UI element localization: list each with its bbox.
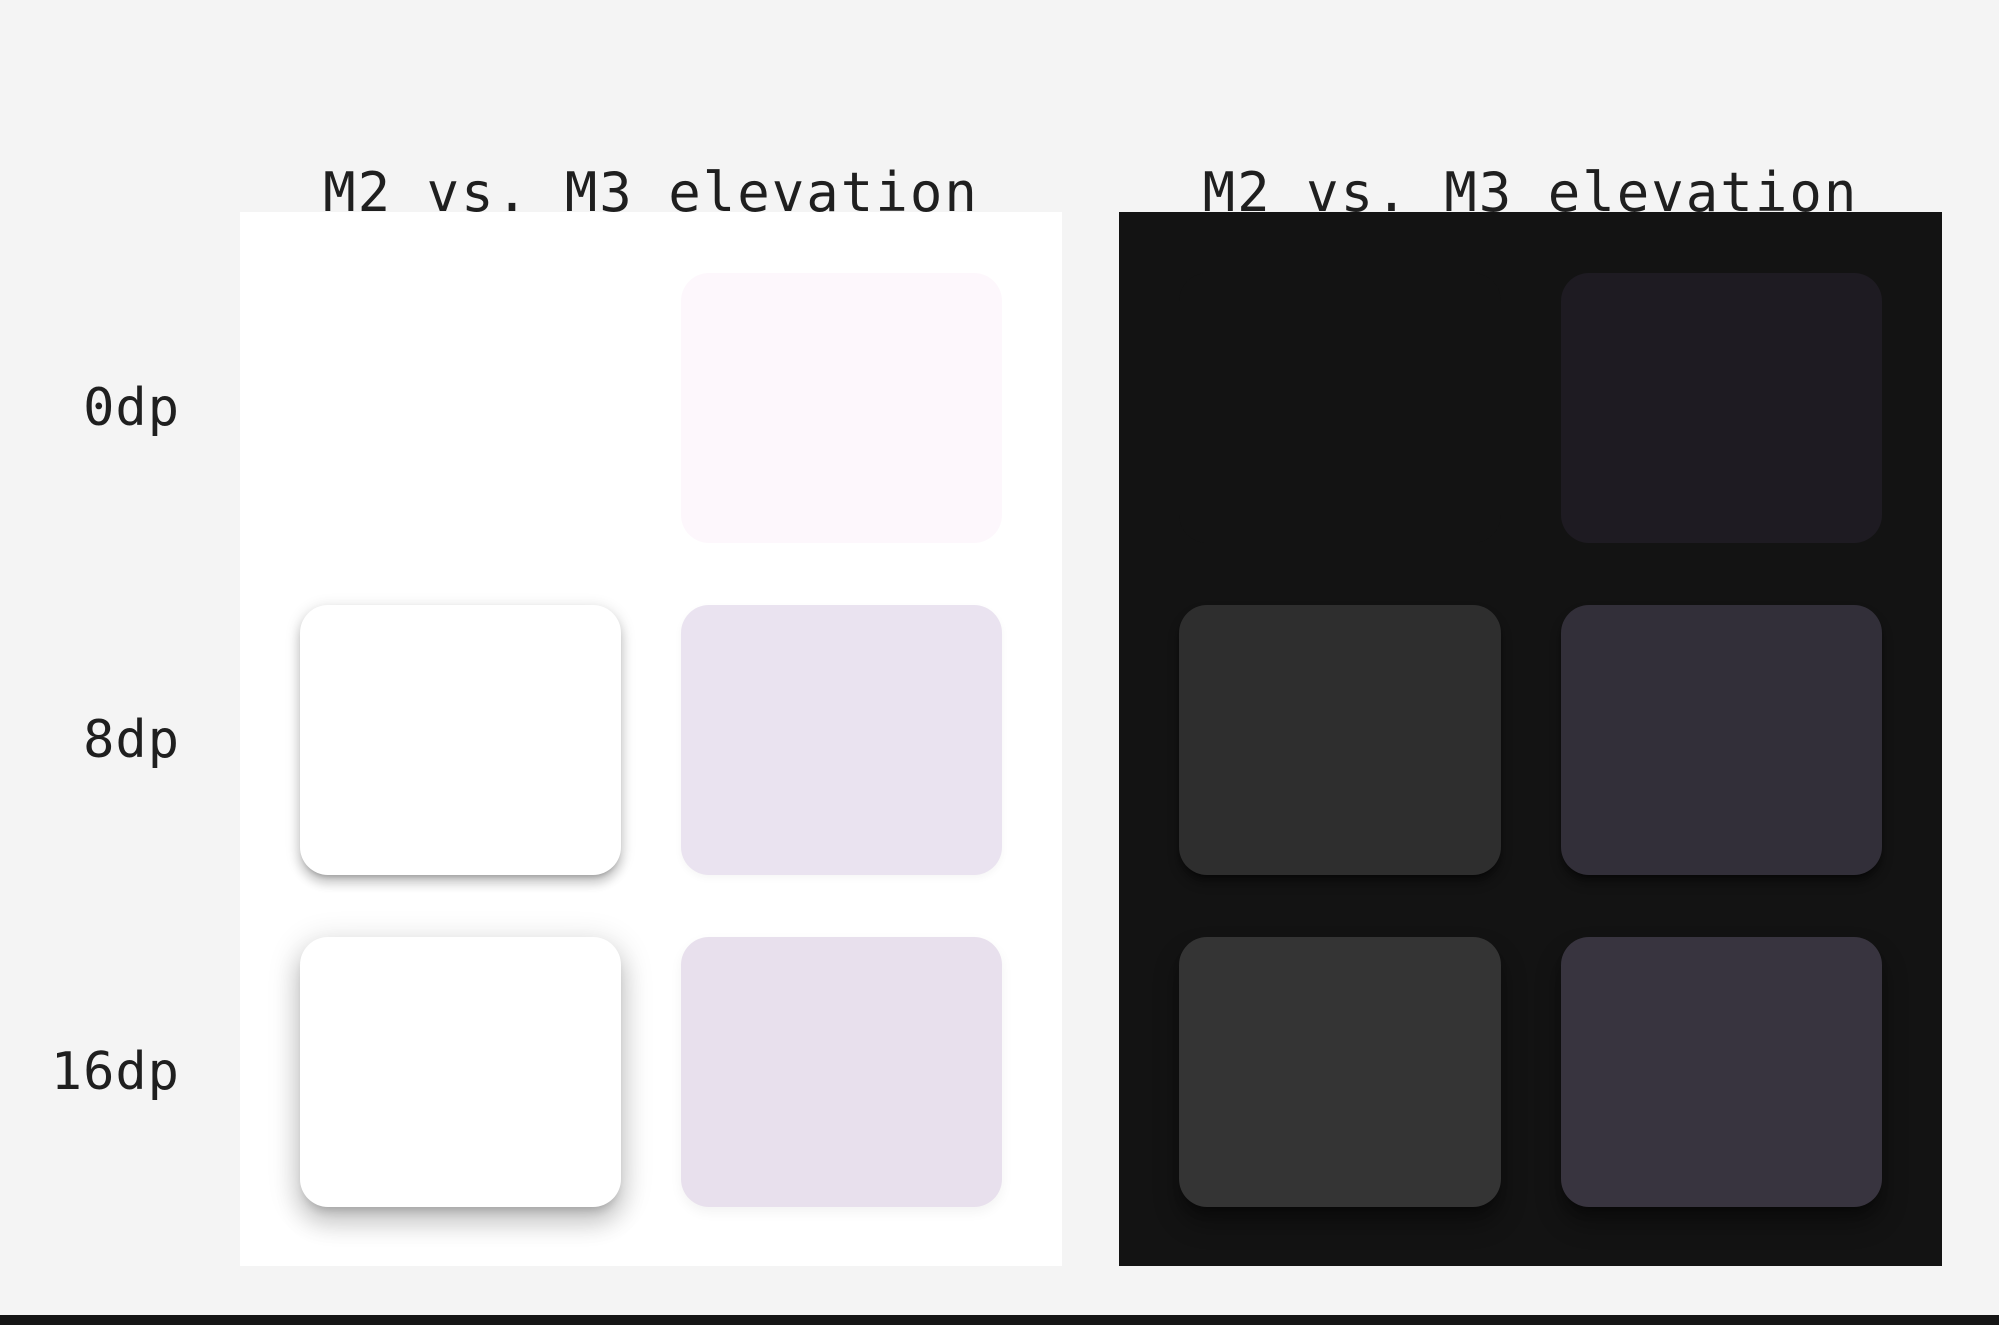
card-light-m3-16dp [681, 937, 1002, 1207]
light-theme-panel [240, 212, 1062, 1266]
row-label-8dp: 8dp [83, 710, 180, 770]
card-light-m3-0dp [681, 273, 1002, 543]
card-light-m2-16dp [300, 937, 621, 1207]
card-dark-m3-0dp [1560, 273, 1882, 543]
dark-theme-panel [1119, 212, 1942, 1266]
card-dark-m3-8dp [1560, 605, 1882, 875]
card-dark-m2-0dp [1179, 273, 1501, 543]
card-dark-m2-8dp [1179, 605, 1501, 875]
card-dark-m3-16dp [1560, 937, 1882, 1207]
card-light-m2-8dp [300, 605, 621, 875]
card-dark-m2-16dp [1179, 937, 1501, 1207]
row-label-16dp: 16dp [50, 1042, 180, 1102]
card-light-m3-8dp [681, 605, 1002, 875]
card-light-m2-0dp [300, 273, 621, 543]
row-label-0dp: 0dp [83, 378, 180, 438]
bottom-edge-bar [0, 1315, 1999, 1325]
